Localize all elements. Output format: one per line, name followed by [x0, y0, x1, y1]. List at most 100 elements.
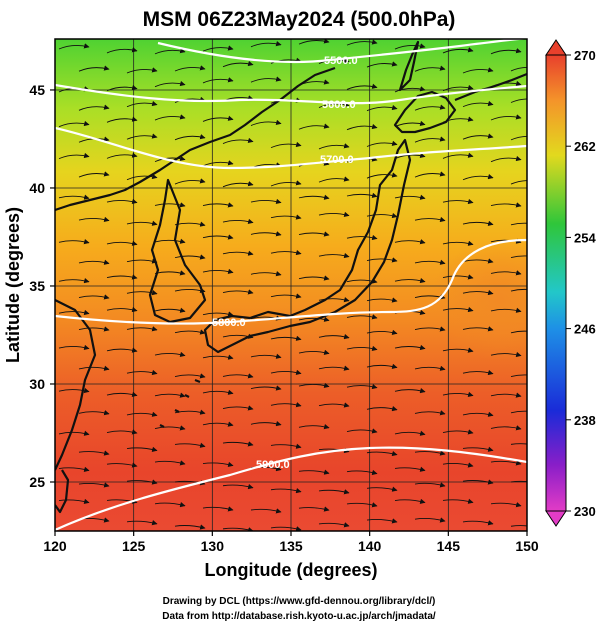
wind-streamline	[510, 480, 527, 483]
wind-streamline	[78, 450, 110, 456]
wind-streamline	[462, 220, 494, 226]
coastlines	[55, 40, 527, 514]
colorbar-tick-label: 246	[574, 322, 596, 337]
wind-streamline	[174, 254, 206, 260]
wind-streamline	[106, 429, 138, 435]
wind-streamline	[250, 119, 282, 126]
wind-streamline	[174, 178, 206, 185]
wind-streamline	[58, 309, 90, 316]
height-contours	[55, 39, 527, 531]
wind-streamline	[490, 155, 522, 163]
wind-streamline	[222, 137, 254, 144]
wind-streamline	[106, 240, 138, 246]
wind-streamline	[106, 391, 138, 397]
wind-streamline	[490, 114, 522, 121]
contour-5700	[55, 126, 527, 170]
wind-streamline	[366, 172, 398, 179]
x-tick-label: 120	[43, 538, 67, 554]
y-axis-ticks: 25 30 35 40 45	[29, 82, 55, 490]
wind-streamline	[174, 65, 206, 72]
wind-streamline	[154, 501, 186, 508]
wind-streamline	[490, 202, 522, 208]
wind-streamline	[462, 446, 494, 452]
wind-streamline	[462, 133, 494, 140]
wind-streamline	[106, 84, 138, 92]
wind-streamline	[366, 140, 398, 147]
wind-streamline	[414, 216, 446, 223]
wind-streamline	[154, 238, 186, 244]
wind-streamline	[250, 508, 282, 514]
wind-streamline	[510, 330, 527, 334]
wind-streamline	[510, 98, 527, 103]
wind-streamline	[346, 502, 378, 508]
colorbar-tick-label: 238	[574, 413, 596, 428]
wind-streamline	[202, 354, 234, 360]
wind-streamline	[510, 135, 527, 141]
wind-streamline	[126, 173, 158, 181]
wind-streamline	[222, 181, 254, 188]
wind-streamline	[154, 80, 186, 88]
wind-streamline	[270, 487, 302, 494]
wind-streamline	[78, 482, 110, 488]
wind-streamline	[442, 47, 474, 54]
wind-streamline	[270, 141, 302, 149]
wind-streamline	[414, 517, 446, 523]
wind-streamline	[442, 306, 474, 313]
wind-streamline	[222, 441, 254, 447]
wind-streamline	[106, 347, 138, 353]
wind-streamline	[462, 520, 494, 526]
credit-line-2: Data from http://database.rish.kyoto-u.a…	[162, 611, 436, 622]
wind-streamline	[58, 43, 90, 50]
wind-streamline	[270, 214, 302, 220]
wind-streamline	[442, 84, 474, 92]
wind-streamline	[346, 39, 378, 46]
wind-streamline	[298, 469, 330, 475]
contour-label-5800: 5800.0	[212, 317, 246, 329]
wind-streamline	[154, 307, 186, 313]
contour-label-5600: 5600.0	[322, 99, 356, 111]
wind-streamline	[222, 60, 254, 68]
wind-streamline	[202, 45, 234, 52]
wind-streamline	[126, 289, 158, 296]
wind-streamline	[250, 198, 282, 205]
wind-streamline	[154, 114, 186, 121]
wind-streamline	[174, 134, 206, 141]
wind-streamline	[154, 155, 186, 163]
wind-streamline	[78, 104, 110, 111]
wind-streamline	[346, 278, 378, 284]
wind-streamline	[346, 383, 378, 390]
wind-streamline	[366, 329, 398, 335]
wind-streamline	[270, 335, 302, 341]
wind-streamline	[510, 374, 527, 378]
wind-streamline	[414, 365, 446, 371]
wind-streamline	[298, 194, 330, 200]
wind-streamline	[126, 326, 158, 332]
wind-streamline	[126, 133, 158, 140]
wind-streamline	[490, 307, 522, 313]
wind-streamline	[414, 259, 446, 265]
wind-streamline	[394, 430, 426, 436]
wind-streamlines	[58, 39, 527, 531]
wind-streamline	[298, 123, 330, 130]
wind-streamline	[154, 202, 186, 208]
x-tick-label: 145	[437, 538, 461, 554]
wind-streamline	[298, 39, 330, 45]
colorbar-tick-label: 270	[574, 48, 596, 63]
wind-streamline	[106, 47, 138, 54]
wind-streamline	[510, 180, 527, 185]
wind-streamline	[346, 314, 378, 320]
wind-streamline	[366, 518, 398, 524]
wind-streamline	[490, 460, 522, 466]
wind-streamline	[78, 365, 110, 371]
colorbar-tick-label: 230	[574, 504, 596, 519]
wind-streamline	[126, 520, 158, 526]
wind-streamline	[462, 289, 494, 296]
colorbar-tick-label: 254	[574, 230, 596, 245]
wind-streamline	[462, 100, 494, 108]
wind-streamline	[222, 218, 254, 225]
wind-streamline	[78, 410, 110, 416]
wind-streamline	[202, 202, 234, 208]
wind-streamline	[510, 525, 527, 527]
wind-streamline	[366, 61, 398, 68]
y-tick-label: 35	[29, 278, 45, 294]
